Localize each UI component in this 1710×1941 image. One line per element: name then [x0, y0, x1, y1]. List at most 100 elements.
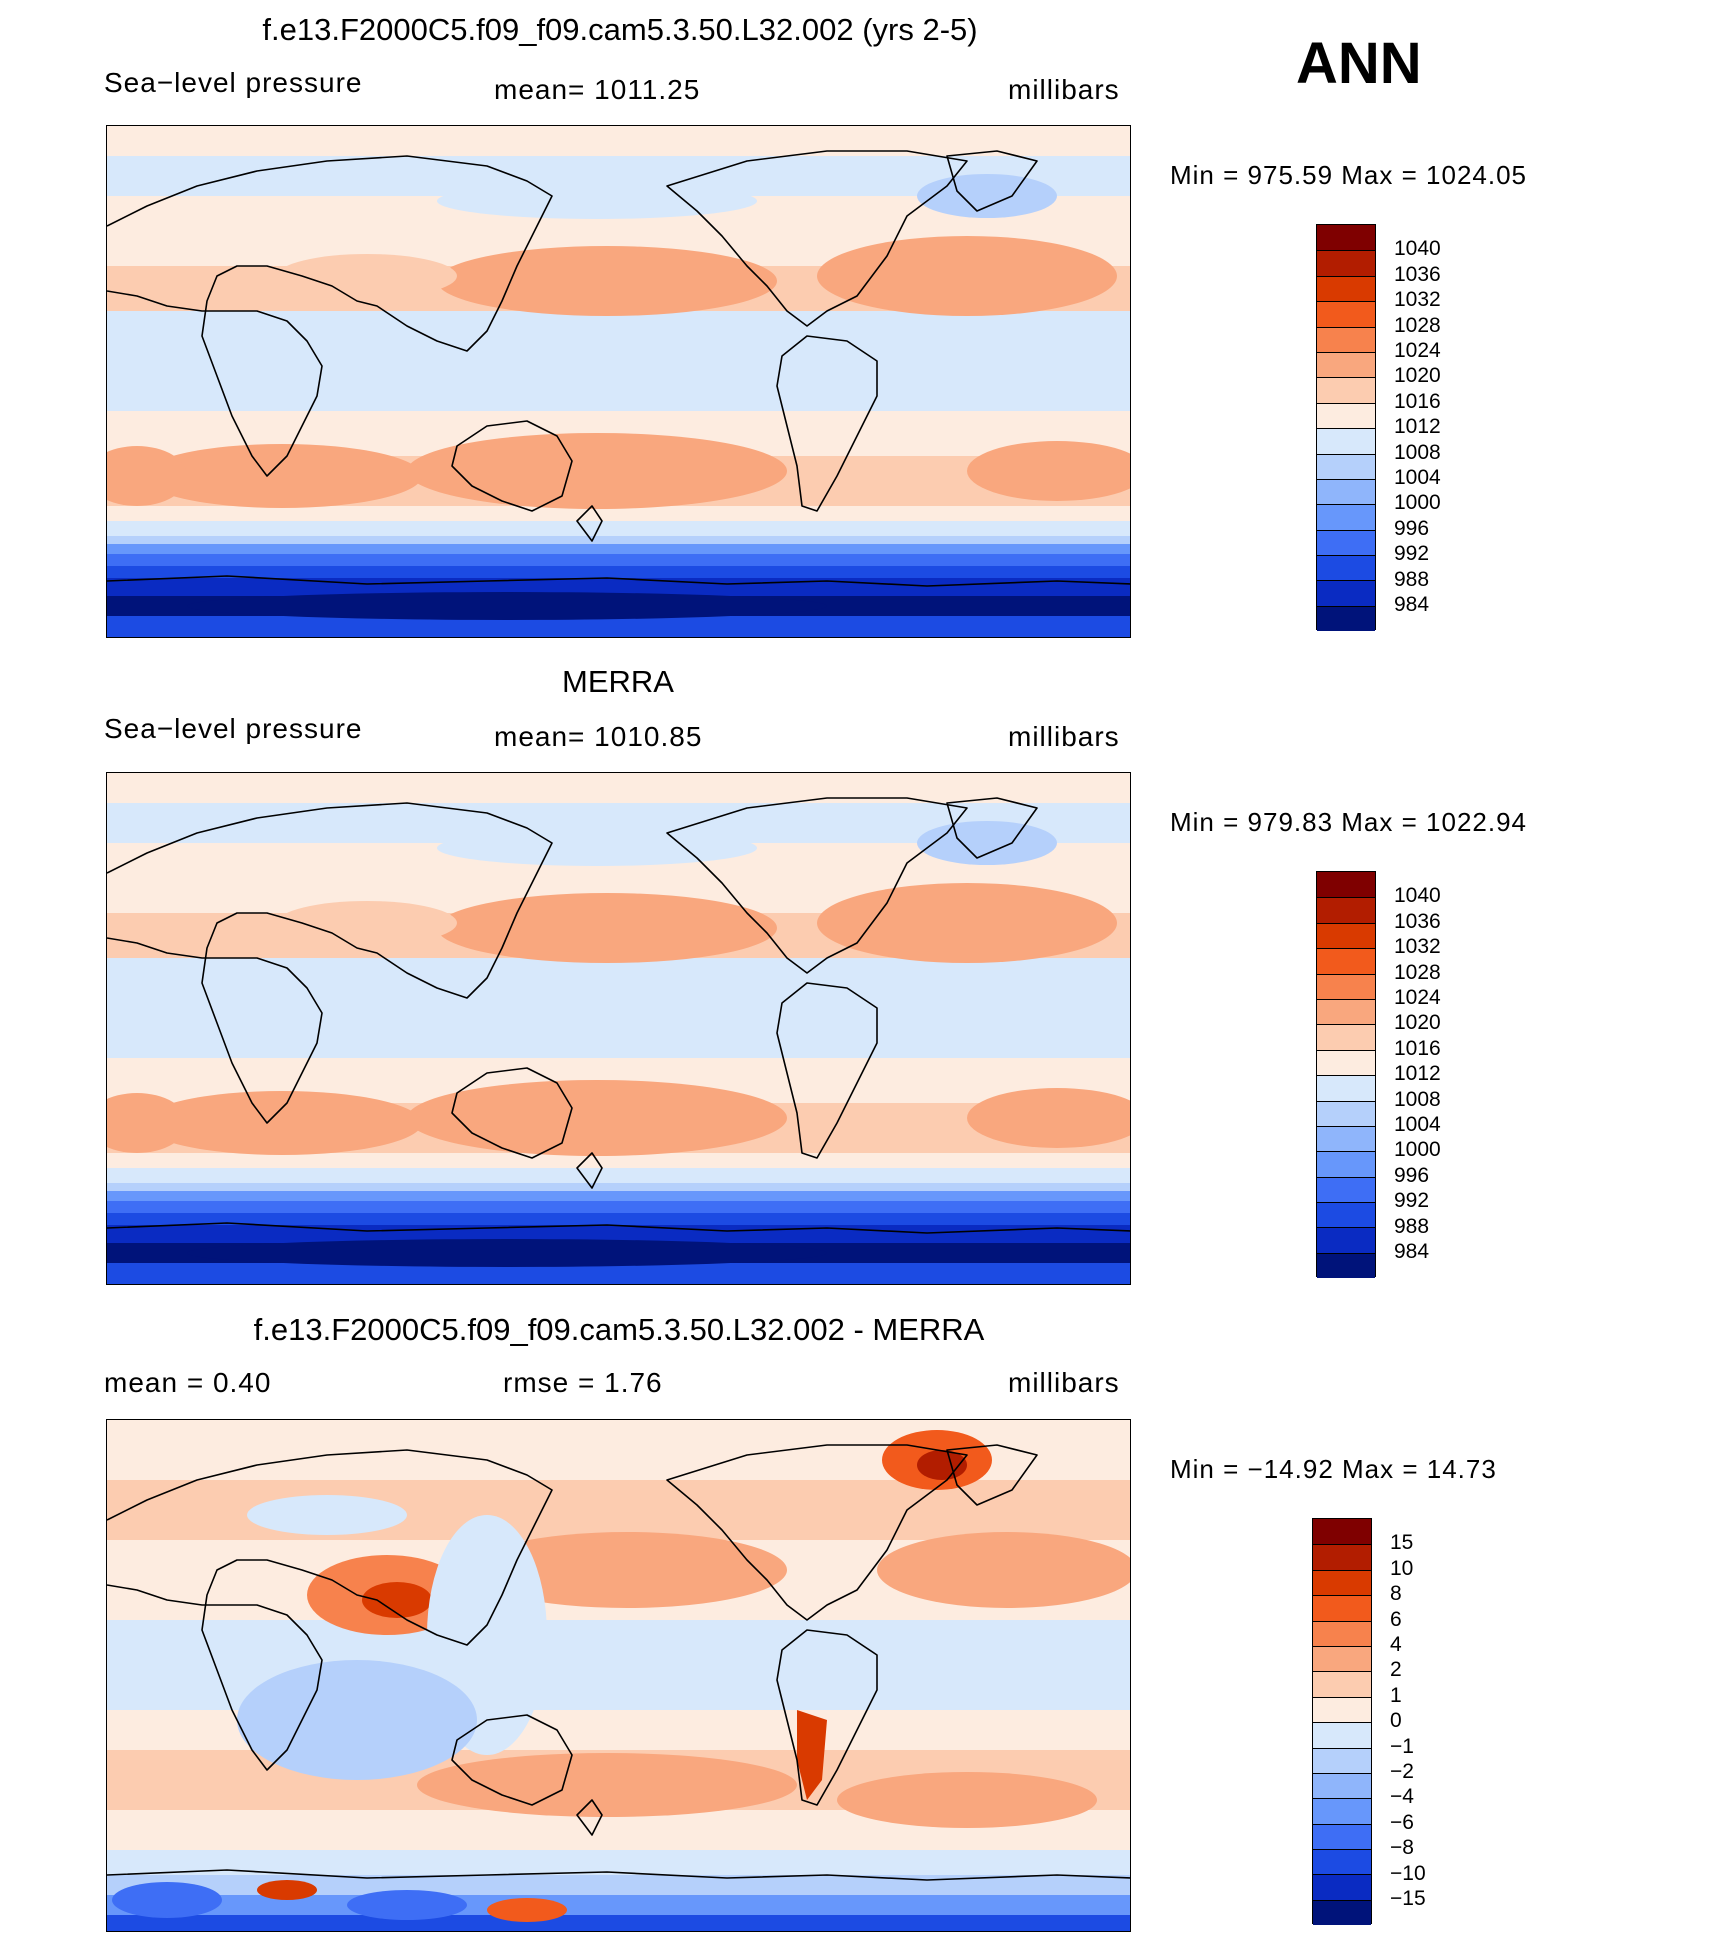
panel-2-map-field — [107, 773, 1130, 1284]
colorbar-tick-label: 992 — [1394, 542, 1430, 566]
colorbar-tick-label: 4 — [1390, 1633, 1402, 1656]
colorbar-tick-label: 1032 — [1394, 935, 1441, 959]
colorbar-tick-label: 1024 — [1394, 339, 1441, 362]
colorbar-swatch — [1317, 555, 1375, 581]
colorbar-swatch — [1317, 1202, 1375, 1228]
colorbar-swatch — [1313, 1798, 1371, 1824]
panel-3-mean-label: mean = 0.40 — [104, 1367, 272, 1398]
colorbar-tick-label: 984 — [1394, 1240, 1430, 1263]
colorbar-swatch — [1317, 377, 1375, 403]
panel-1-title: f.e13.F2000C5.f09_f09.cam5.3.50.L32.002 … — [262, 12, 978, 47]
colorbar-tick-label: 1032 — [1394, 288, 1441, 312]
colorbar-swatch — [1317, 478, 1375, 505]
colorbar-tick-label: 1012 — [1394, 1062, 1441, 1086]
panel-1-units-label: millibars — [1008, 74, 1120, 105]
colorbar-tick-label: 1036 — [1394, 262, 1441, 286]
colorbar-tick-label: 10 — [1390, 1556, 1414, 1580]
colorbar-tick-label: −6 — [1390, 1810, 1414, 1834]
colorbar-tick-label: 1020 — [1394, 1011, 1441, 1035]
colorbar-tick-label: −1 — [1390, 1734, 1414, 1758]
colorbar-swatch — [1313, 1544, 1371, 1570]
colorbar-swatch — [1313, 1569, 1371, 1596]
colorbar-swatch — [1313, 1696, 1371, 1723]
colorbar-swatch — [1317, 326, 1375, 352]
colorbar-tick-label: 1040 — [1394, 884, 1441, 908]
panel-1-colorbar — [1316, 224, 1376, 632]
colorbar-swatch — [1313, 1772, 1371, 1799]
panel-1-mean-label: mean= 1011.25 — [494, 74, 701, 105]
colorbar-swatch — [1317, 275, 1375, 302]
colorbar-tick-label: 996 — [1394, 516, 1430, 540]
colorbar-swatch — [1317, 1227, 1375, 1253]
panel-2-variable-label: Sea−level pressure — [104, 713, 363, 744]
colorbar-tick-label: 984 — [1394, 593, 1430, 616]
colorbar-tick-label: 15 — [1390, 1531, 1414, 1555]
colorbar-swatch — [1313, 1722, 1371, 1748]
colorbar-tick-label: 1016 — [1394, 389, 1441, 413]
colorbar-swatch — [1317, 580, 1375, 606]
colorbar-swatch — [1317, 1075, 1375, 1101]
colorbar-swatch — [1317, 1252, 1375, 1279]
colorbar-tick-label: 992 — [1394, 1189, 1430, 1213]
colorbar-swatch — [1317, 948, 1375, 974]
panel-3-map-field — [107, 1420, 1130, 1931]
colorbar-swatch — [1317, 250, 1375, 276]
colorbar-swatch — [1317, 605, 1375, 632]
colorbar-swatch — [1317, 428, 1375, 454]
panel-2-title: MERRA — [562, 664, 674, 699]
colorbar-tick-label: 1008 — [1394, 1087, 1441, 1111]
colorbar-tick-label: −2 — [1390, 1760, 1414, 1783]
colorbar-swatch — [1317, 1151, 1375, 1177]
colorbar-tick-label: 1 — [1390, 1683, 1402, 1707]
colorbar-tick-label: 1028 — [1394, 960, 1441, 984]
colorbar-tick-label: −8 — [1390, 1836, 1414, 1860]
colorbar-tick-label: 988 — [1394, 1214, 1430, 1238]
colorbar-tick-label: 2 — [1390, 1658, 1402, 1682]
colorbar-swatch — [1317, 529, 1375, 556]
colorbar-tick-label: 1004 — [1394, 1113, 1441, 1136]
panel-3-title: f.e13.F2000C5.f09_f09.cam5.3.50.L32.002 … — [253, 1312, 985, 1347]
colorbar-tick-label: 1000 — [1394, 1138, 1441, 1162]
colorbar-swatch — [1317, 301, 1375, 327]
colorbar-swatch — [1317, 402, 1375, 429]
colorbar-tick-label: 0 — [1390, 1709, 1402, 1733]
colorbar-tick-label: 1008 — [1394, 440, 1441, 464]
colorbar-swatch — [1317, 998, 1375, 1025]
colorbar-swatch — [1313, 1645, 1371, 1672]
colorbar-tick-label: 996 — [1394, 1163, 1430, 1187]
colorbar-tick-label: 8 — [1390, 1582, 1402, 1606]
colorbar-swatch — [1317, 351, 1375, 378]
panel-2-colorbar — [1316, 871, 1376, 1279]
colorbar-tick-label: 1020 — [1394, 364, 1441, 388]
panel-3-units-label: millibars — [1008, 1367, 1120, 1398]
colorbar-tick-label: 1040 — [1394, 237, 1441, 261]
colorbar-swatch — [1313, 1595, 1371, 1621]
panel-1-map — [106, 125, 1131, 638]
colorbar-tick-label: 1028 — [1394, 313, 1441, 337]
colorbar-swatch — [1313, 1519, 1371, 1545]
colorbar-swatch — [1317, 504, 1375, 530]
colorbar-swatch — [1313, 1747, 1371, 1773]
panel-1-variable-label: Sea−level pressure — [104, 67, 363, 98]
colorbar-swatch — [1313, 1620, 1371, 1646]
colorbar-swatch — [1317, 922, 1375, 949]
colorbar-swatch — [1313, 1823, 1371, 1850]
colorbar-swatch — [1313, 1899, 1371, 1926]
colorbar-swatch — [1317, 897, 1375, 923]
panel-2-min-max: Min = 979.83 Max = 1022.94 — [1170, 807, 1528, 837]
colorbar-swatch — [1317, 872, 1375, 898]
colorbar-swatch — [1317, 1125, 1375, 1152]
colorbar-tick-label: 1036 — [1394, 909, 1441, 933]
panel-3-map — [106, 1419, 1131, 1932]
colorbar-swatch — [1313, 1671, 1371, 1697]
panel-2-map — [106, 772, 1131, 1285]
colorbar-tick-label: 6 — [1390, 1607, 1402, 1631]
colorbar-swatch — [1317, 1049, 1375, 1076]
colorbar-swatch — [1317, 453, 1375, 479]
colorbar-tick-label: 1012 — [1394, 415, 1441, 439]
colorbar-tick-label: 1016 — [1394, 1036, 1441, 1060]
colorbar-swatch — [1313, 1874, 1371, 1900]
colorbar-swatch — [1317, 973, 1375, 999]
colorbar-tick-label: −10 — [1390, 1861, 1426, 1885]
colorbar-tick-label: −15 — [1390, 1887, 1426, 1910]
